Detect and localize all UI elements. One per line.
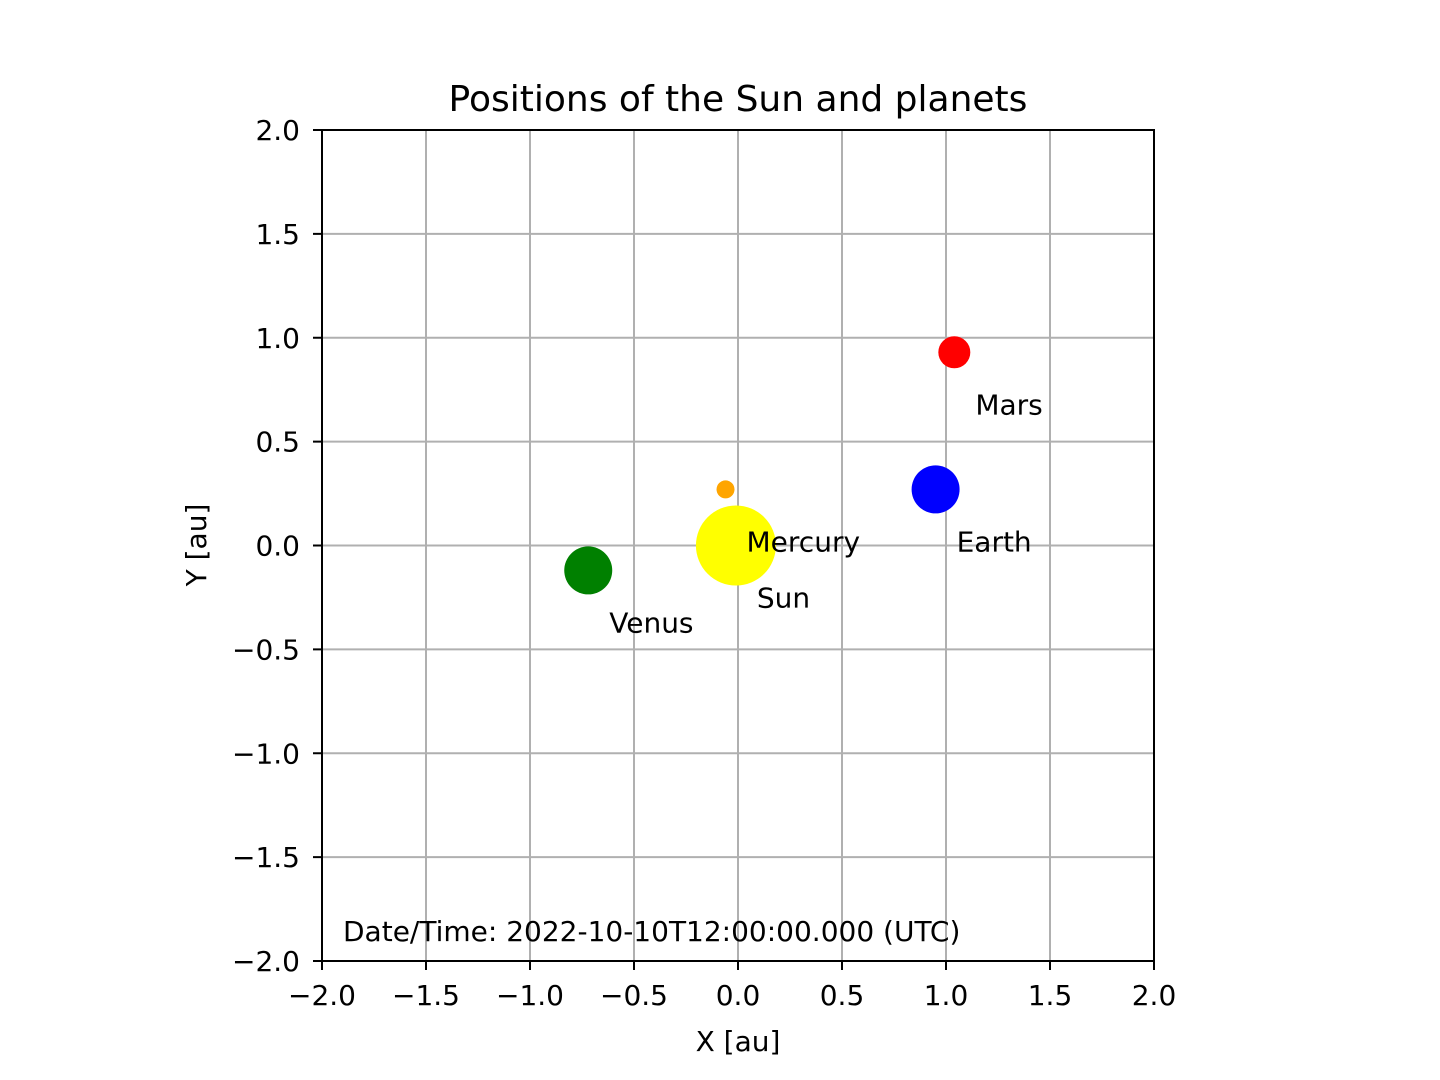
- x-tick-label: −2.0: [288, 979, 356, 1012]
- earth-label: Earth: [957, 525, 1032, 558]
- datetime-annotation: Date/Time: 2022-10-10T12:00:00.000 (UTC): [343, 915, 960, 948]
- earth-marker: [911, 465, 960, 514]
- sun-marker: [695, 505, 776, 586]
- mars-label: Mars: [975, 388, 1042, 421]
- planet-markers: Sun Mercury Venus Earth Mars: [564, 336, 1043, 639]
- x-tick-label: 0.5: [820, 979, 865, 1012]
- x-axis-label: X [au]: [696, 1025, 781, 1058]
- x-tick-label: −1.0: [496, 979, 564, 1012]
- y-tick-label: 1.5: [255, 218, 300, 251]
- x-tick-label: 1.0: [924, 979, 969, 1012]
- y-tick-label: −1.5: [232, 841, 300, 874]
- axis-ticks: −2.0 −1.5 −1.0 −0.5 0.0 0.5 1.0 1.5 2.0 −2.0 −1.5 −…: [232, 114, 1176, 1012]
- x-tick-label: −0.5: [600, 979, 668, 1012]
- mercury-marker: [716, 480, 735, 499]
- y-tick-label: −2.0: [232, 945, 300, 978]
- y-tick-label: −1.0: [232, 737, 300, 770]
- x-tick-label: 1.5: [1028, 979, 1073, 1012]
- x-tick-label: 0.0: [716, 979, 761, 1012]
- sun-label: Sun: [757, 582, 810, 615]
- x-tick-label: −1.5: [392, 979, 460, 1012]
- chart-title: Positions of the Sun and planets: [449, 79, 1028, 120]
- y-tick-label: 0.0: [255, 530, 300, 563]
- mercury-label: Mercury: [747, 525, 861, 558]
- y-axis-label: Y [au]: [180, 504, 213, 588]
- y-tick-label: −0.5: [232, 633, 300, 666]
- venus-label: Venus: [609, 606, 693, 639]
- y-tick-label: 2.0: [255, 114, 300, 147]
- venus-marker: [564, 546, 613, 595]
- mars-marker: [938, 336, 971, 369]
- y-tick-label: 0.5: [255, 426, 300, 459]
- y-tick-label: 1.0: [255, 322, 300, 355]
- x-tick-label: 2.0: [1132, 979, 1177, 1012]
